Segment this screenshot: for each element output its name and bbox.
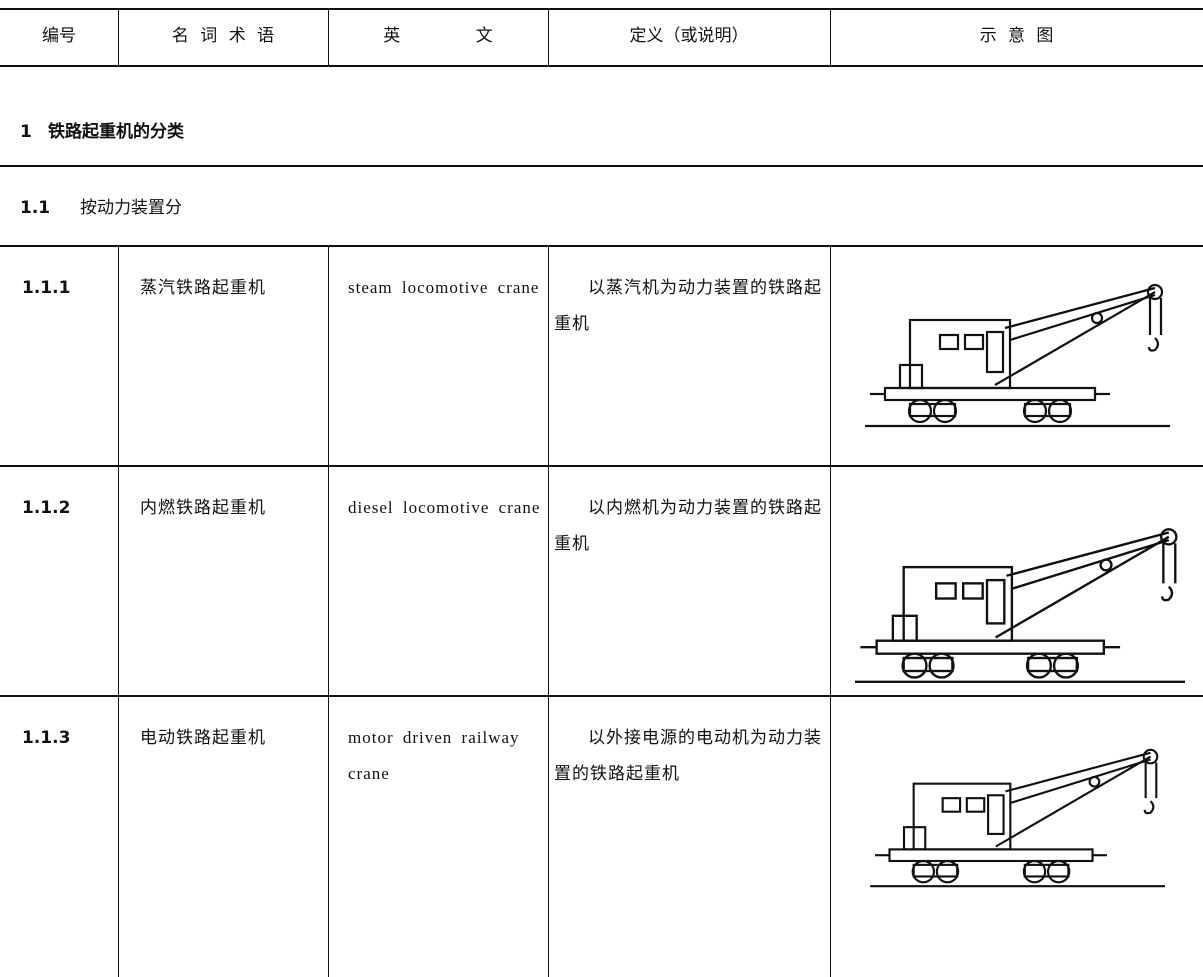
rule xyxy=(0,245,1203,247)
column-rule xyxy=(830,245,831,465)
column-header: 定义（或说明） xyxy=(629,26,749,46)
column-rule xyxy=(118,8,119,65)
column-rule xyxy=(548,8,549,65)
rule xyxy=(0,165,1203,167)
term: 蒸汽铁路起重机 xyxy=(140,278,266,298)
column-rule xyxy=(118,695,119,977)
column-rule xyxy=(830,465,831,695)
section-title: 铁路起重机的分类 xyxy=(48,122,184,142)
section-number: 1 xyxy=(20,122,32,142)
row-number: 1.1.2 xyxy=(22,498,71,518)
row-number: 1.1.3 xyxy=(22,728,71,748)
column-rule xyxy=(118,245,119,465)
definition: 以内燃机为动力装置的铁路起重机 xyxy=(554,498,822,554)
column-rule xyxy=(328,8,329,65)
column-rule xyxy=(830,695,831,977)
column-rule xyxy=(328,465,329,695)
column-rule xyxy=(328,245,329,465)
rule xyxy=(0,8,1203,10)
definition: 以外接电源的电动机为动力装置的铁路起重机 xyxy=(554,728,822,784)
column-header: 名 词 术 语 xyxy=(171,26,275,46)
column-rule xyxy=(548,695,549,977)
rule xyxy=(0,695,1203,697)
crane-diagram xyxy=(865,283,1172,428)
section-number: 1.1 xyxy=(20,198,51,218)
crane-diagram xyxy=(870,748,1167,888)
column-rule xyxy=(548,465,549,695)
english: steam locomotive crane xyxy=(348,278,540,297)
column-rule xyxy=(118,465,119,695)
row-number: 1.1.1 xyxy=(22,278,71,298)
crane-diagram xyxy=(855,528,1185,684)
column-rule xyxy=(548,245,549,465)
column-header: 编号 xyxy=(42,26,76,46)
english: diesel locomotive crane xyxy=(348,498,541,517)
column-header: 示 意 图 xyxy=(979,26,1054,46)
column-rule xyxy=(328,695,329,977)
term: 电动铁路起重机 xyxy=(140,728,266,748)
english: motor driven railway crane xyxy=(348,728,520,783)
section-title: 按动力装置分 xyxy=(80,198,182,218)
definition: 以蒸汽机为动力装置的铁路起重机 xyxy=(554,278,822,334)
column-header: 英 文 xyxy=(383,26,493,46)
column-rule xyxy=(830,8,831,65)
rule xyxy=(0,65,1203,67)
rule xyxy=(0,465,1203,467)
term: 内燃铁路起重机 xyxy=(140,498,266,518)
